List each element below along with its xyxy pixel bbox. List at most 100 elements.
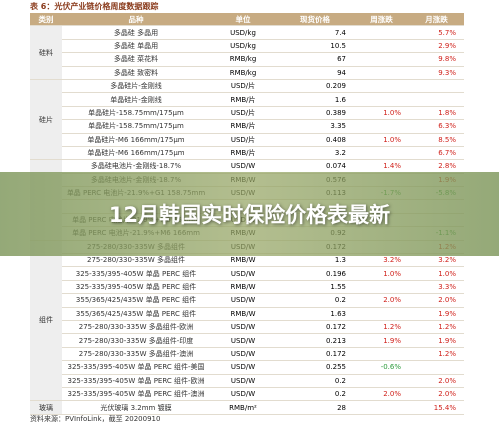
week-cell [354,146,409,161]
price-cell: 10.5 [276,39,354,54]
week-cell: 2.0% [354,293,409,308]
unit-cell: RMB/W [210,280,276,295]
week-cell: 2.0% [354,387,409,402]
variety-cell: 单晶硅片-金刚线 [62,92,210,107]
variety-cell: 多晶硅 菜花料 [62,52,210,67]
unit-cell: RMB/kg [210,52,276,67]
table-row: 多晶硅 单晶用 USD/kg 10.5 2.9% [30,39,464,54]
header-row: 类别 品种 单位 现货价格 周涨跌 月涨跌 [30,13,464,27]
week-cell [354,347,409,362]
month-cell: 15.4% [409,400,464,415]
price-cell: 67 [276,52,354,67]
week-cell [354,25,409,40]
month-cell: 1.8% [409,106,464,121]
table-row: 玻璃 光伏玻璃 3.2mm 镀膜 RMB/m² 28 15.4% [30,400,464,415]
table-row: 275-280/330-335W 多晶组件-欧洲 USD/W 0.172 1.2% 1.… [30,320,464,335]
week-cell [354,79,409,94]
unit-cell: USD/W [210,266,276,281]
price-cell: 0.196 [276,266,354,281]
week-cell [354,92,409,107]
unit-cell: RMB/W [210,253,276,268]
table-row: 硅料 多晶硅 多晶用 USD/kg 7.4 5.7% [30,25,464,80]
month-cell: 1.9% [409,333,464,348]
table-row: 多晶硅 致密料 RMB/kg 94 9.3% [30,66,464,80]
month-cell: 1.0% [409,266,464,281]
table-row: 硅片 多晶硅片-金刚线 USD/片 0.209 [30,79,464,161]
table-row: 355/365/425/435W 单晶 PERC 组件 RMB/W 1.63 1.9% [30,307,464,321]
week-cell [354,39,409,54]
variety-cell: 325-335/395-405W 单晶 PERC 组件 [62,266,210,281]
price-cell: 7.4 [276,25,354,40]
price-cell: 0.2 [276,387,354,402]
price-cell: 0.2 [276,293,354,308]
price-cell: 0.255 [276,360,354,375]
price-cell: 28 [276,400,354,415]
variety-cell: 光伏玻璃 3.2mm 镀膜 [62,400,210,415]
price-cell: 0.408 [276,133,354,147]
month-cell: 3.2% [409,253,464,268]
price-cell: 0.172 [276,320,354,335]
unit-cell: RMB/m² [210,400,276,415]
variety-cell: 325-335/395-405W 单晶 PERC 组件-欧洲 [62,374,210,388]
unit-cell: USD/kg [210,25,276,40]
unit-cell: USD/kg [210,39,276,54]
month-cell: 1.9% [409,307,464,321]
table-row: 单晶硅片-金刚线 RMB/片 1.6 [30,92,464,107]
variety-cell: 355/365/425/435W 单晶 PERC 组件 [62,307,210,321]
category-cell: 组件 [30,240,62,402]
week-cell: 1.0% [354,133,409,147]
table-row: 355/365/425/435W 单晶 PERC 组件 USD/W 0.2 2.0% 2… [30,293,464,308]
variety-cell: 325-335/395-405W 单晶 PERC 组件 [62,280,210,295]
variety-cell: 单晶硅片-M6 166mm/175μm [62,133,210,147]
month-cell: 1.2% [409,320,464,335]
month-cell: 6.7% [409,146,464,161]
header-cell: 周涨跌 [354,13,409,27]
variety-cell: 多晶硅 多晶用 [62,25,210,40]
unit-cell: USD/W [210,374,276,388]
price-cell: 0.213 [276,333,354,348]
unit-cell: USD/W [210,360,276,375]
week-cell [354,307,409,321]
week-cell [354,66,409,80]
week-cell [354,119,409,134]
unit-cell: RMB/片 [210,146,276,161]
source-note: 资料来源：PVInfoLink，截至 20200910 [30,415,161,423]
unit-cell: USD/W [210,293,276,308]
table-row: 325-335/395-405W 单晶 PERC 组件 USD/W 0.196 1.0… [30,266,464,281]
header-cell: 现货价格 [276,13,354,27]
week-cell [354,400,409,415]
price-cell: 1.55 [276,280,354,295]
month-cell: 1.2% [409,347,464,362]
banner: 12月韩国实时保险价格表最新 [0,172,499,256]
month-cell [409,360,464,375]
header-cell: 类别 [30,13,62,27]
table-row: 275-280/330-335W 多晶组件-澳洲 USD/W 0.172 1.2% [30,347,464,362]
price-cell: 94 [276,66,354,80]
variety-cell: 325-335/395-405W 单晶 PERC 组件-澳洲 [62,387,210,402]
month-cell [409,92,464,107]
price-cell: 0.209 [276,79,354,94]
month-cell: 3.3% [409,280,464,295]
week-cell [354,280,409,295]
table-row: 325-335/395-405W 单晶 PERC 组件-澳洲 USD/W 0.2 2.… [30,387,464,402]
month-cell: 9.3% [409,66,464,80]
table-row: 325-335/395-405W 单晶 PERC 组件-欧洲 USD/W 0.2 2.… [30,374,464,388]
table-row: 325-335/395-405W 单晶 PERC 组件-美国 USD/W 0.255… [30,360,464,375]
header-cell: 单位 [210,13,276,27]
table-row: 多晶硅 菜花料 RMB/kg 67 9.8% [30,52,464,67]
unit-cell: USD/片 [210,106,276,121]
month-cell: 2.0% [409,293,464,308]
unit-cell: RMB/kg [210,66,276,80]
month-cell: 9.8% [409,52,464,67]
week-cell: 1.0% [354,106,409,121]
unit-cell: RMB/W [210,307,276,321]
unit-cell: RMB/片 [210,119,276,134]
table-row: 单晶硅片-158.75mm/175μm USD/片 0.389 1.0% 1.8% [30,106,464,121]
variety-cell: 275-280/330-335W 多晶组件-印度 [62,333,210,348]
price-cell: 1.6 [276,92,354,107]
unit-cell: USD/W [210,333,276,348]
unit-cell: USD/W [210,347,276,362]
variety-cell: 单晶硅片-158.75mm/175μm [62,106,210,121]
header-cell: 品种 [62,13,210,27]
